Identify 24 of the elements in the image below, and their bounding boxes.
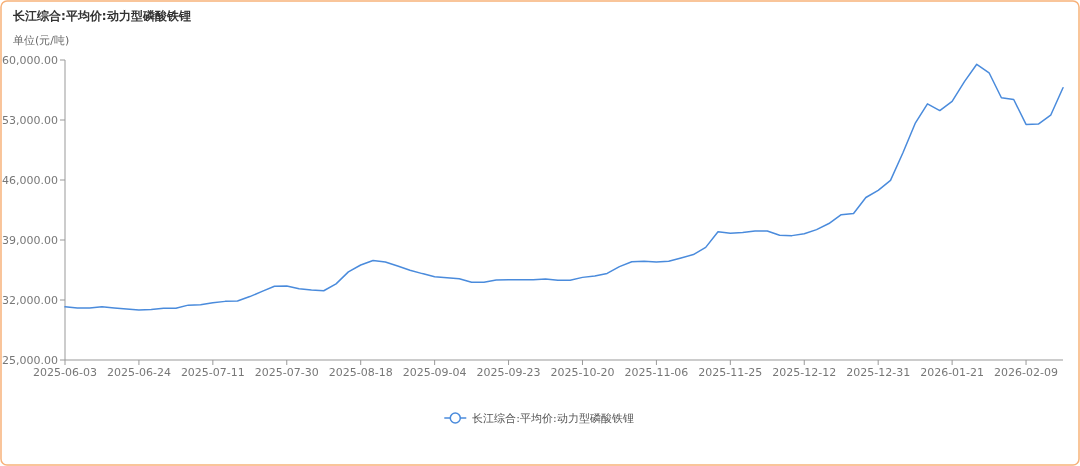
- y-tick-label: 46,000.00: [2, 174, 58, 187]
- x-tick-label: 2025-12-12: [772, 366, 837, 379]
- y-tick-label: 39,000.00: [2, 234, 58, 247]
- chart-title: 长江综合:平均价:动力型磷酸铁锂: [12, 9, 191, 23]
- x-tick-label: 2026-02-09: [994, 366, 1059, 379]
- x-tick-label: 2025-08-18: [328, 366, 393, 379]
- x-tick-label: 2025-09-23: [476, 366, 541, 379]
- x-tick-label: 2025-12-31: [846, 366, 911, 379]
- y-axis-title: 单位(元/吨): [13, 34, 70, 47]
- x-tick-label: 2025-09-04: [402, 366, 467, 379]
- x-tick-label: 2025-07-30: [254, 366, 319, 379]
- y-tick-label: 60,000.00: [2, 54, 58, 67]
- y-tick-label: 53,000.00: [2, 114, 58, 127]
- x-tick-label: 2025-11-06: [624, 366, 689, 379]
- y-tick-label: 25,000.00: [2, 354, 58, 367]
- x-tick-label: 2025-07-11: [180, 366, 245, 379]
- x-tick-label: 2025-10-20: [550, 366, 615, 379]
- y-tick-label: 32,000.00: [2, 294, 58, 307]
- x-tick-label: 2025-06-24: [106, 366, 171, 379]
- legend-item: 长江综合:平均价:动力型磷酸铁锂: [443, 412, 634, 425]
- x-tick-label: 2026-01-21: [920, 366, 985, 379]
- legend-label: 长江综合:平均价:动力型磷酸铁锂: [472, 412, 634, 425]
- x-tick-label: 2025-06-03: [33, 366, 97, 379]
- x-tick-label: 2025-11-25: [698, 366, 763, 379]
